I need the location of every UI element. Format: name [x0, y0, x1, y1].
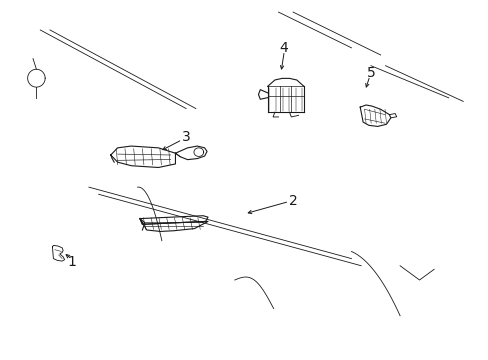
Text: 1: 1 — [67, 255, 76, 269]
Text: 3: 3 — [182, 130, 190, 144]
Text: 4: 4 — [279, 41, 287, 55]
Text: 5: 5 — [366, 66, 374, 80]
Text: 2: 2 — [288, 194, 297, 208]
